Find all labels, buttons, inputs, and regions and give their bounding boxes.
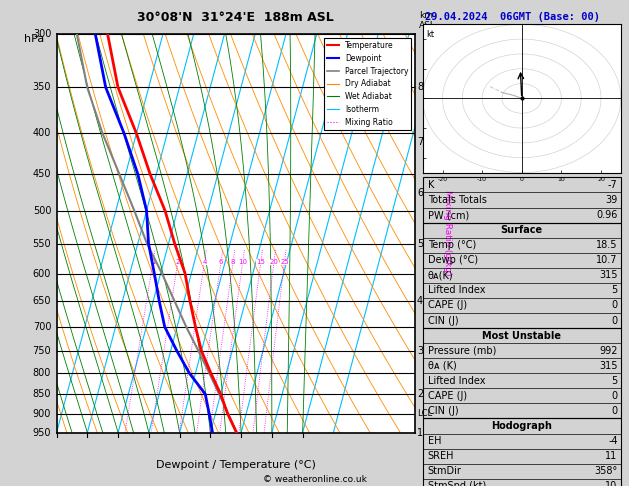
Text: 800: 800 [33,368,51,378]
Text: 25: 25 [280,259,289,265]
Text: 39: 39 [606,195,618,205]
Text: Temp (°C): Temp (°C) [428,240,476,250]
Text: 20: 20 [270,259,279,265]
Text: 850: 850 [33,389,51,399]
Text: 4: 4 [203,259,207,265]
Text: 1: 1 [151,259,155,265]
Text: 358°: 358° [594,466,618,476]
Text: -4: -4 [608,436,618,446]
Text: 2: 2 [175,259,180,265]
Text: SREH: SREH [428,451,454,461]
Text: Most Unstable: Most Unstable [482,330,561,341]
Text: 0.96: 0.96 [596,210,618,220]
Text: 0: 0 [611,406,618,416]
Text: 10: 10 [606,481,618,486]
Text: 11: 11 [606,451,618,461]
Text: 29.04.2024  06GMT (Base: 00): 29.04.2024 06GMT (Base: 00) [425,12,599,22]
Text: 950: 950 [33,428,51,437]
Text: 500: 500 [33,206,51,216]
Text: 300: 300 [33,29,51,39]
Text: Surface: Surface [501,225,543,235]
Text: CAPE (J): CAPE (J) [428,391,467,401]
Text: 5: 5 [611,285,618,295]
Text: Dewp (°C): Dewp (°C) [428,255,478,265]
Text: 0: 0 [611,391,618,401]
Text: Lifted Index: Lifted Index [428,285,485,295]
Text: 550: 550 [33,239,51,248]
Text: 5: 5 [611,376,618,386]
Text: StmSpd (kt): StmSpd (kt) [428,481,486,486]
Text: 8: 8 [231,259,235,265]
Text: 10: 10 [238,259,247,265]
Text: CIN (J): CIN (J) [428,406,459,416]
Text: 6: 6 [219,259,223,265]
Text: 900: 900 [33,409,51,419]
Text: hPa: hPa [25,34,45,44]
Text: LCL: LCL [417,409,432,418]
Text: 992: 992 [599,346,618,356]
Text: 450: 450 [33,169,51,179]
Legend: Temperature, Dewpoint, Parcel Trajectory, Dry Adiabat, Wet Adiabat, Isotherm, Mi: Temperature, Dewpoint, Parcel Trajectory… [324,38,411,130]
Text: -7: -7 [608,180,618,190]
Text: 10.7: 10.7 [596,255,618,265]
Text: Mixing Ratio (g/kg): Mixing Ratio (g/kg) [443,191,452,276]
Text: 0: 0 [611,315,618,326]
Text: θᴀ (K): θᴀ (K) [428,361,457,371]
Text: 30°08'N  31°24'E  188m ASL: 30°08'N 31°24'E 188m ASL [138,11,334,24]
Text: Pressure (mb): Pressure (mb) [428,346,496,356]
Text: 315: 315 [599,270,618,280]
Text: 750: 750 [33,346,51,356]
Text: 5: 5 [417,239,423,248]
Text: kt: kt [426,30,435,39]
Text: 0: 0 [611,300,618,311]
Text: 600: 600 [33,269,51,278]
Text: 315: 315 [599,361,618,371]
Text: 350: 350 [33,82,51,92]
Text: 1: 1 [417,428,423,437]
Text: 3: 3 [417,346,423,356]
Text: 400: 400 [33,128,51,139]
Text: 15: 15 [257,259,265,265]
Text: 6: 6 [417,188,423,198]
Text: Dewpoint / Temperature (°C): Dewpoint / Temperature (°C) [156,460,316,470]
Text: 650: 650 [33,296,51,306]
Text: StmDir: StmDir [428,466,462,476]
Text: CAPE (J): CAPE (J) [428,300,467,311]
Text: θᴀ(K): θᴀ(K) [428,270,454,280]
Text: 8: 8 [417,82,423,92]
Text: Hodograph: Hodograph [491,421,552,431]
Text: 700: 700 [33,322,51,332]
Text: CIN (J): CIN (J) [428,315,459,326]
Text: © weatheronline.co.uk: © weatheronline.co.uk [262,474,367,484]
Text: EH: EH [428,436,441,446]
Text: PW (cm): PW (cm) [428,210,469,220]
Text: Lifted Index: Lifted Index [428,376,485,386]
Text: K: K [428,180,434,190]
Text: 4: 4 [417,296,423,306]
Text: Totals Totals: Totals Totals [428,195,487,205]
Text: 2: 2 [417,389,423,399]
Text: 18.5: 18.5 [596,240,618,250]
Text: 7: 7 [417,137,423,147]
Text: km
ASL: km ASL [419,11,436,30]
